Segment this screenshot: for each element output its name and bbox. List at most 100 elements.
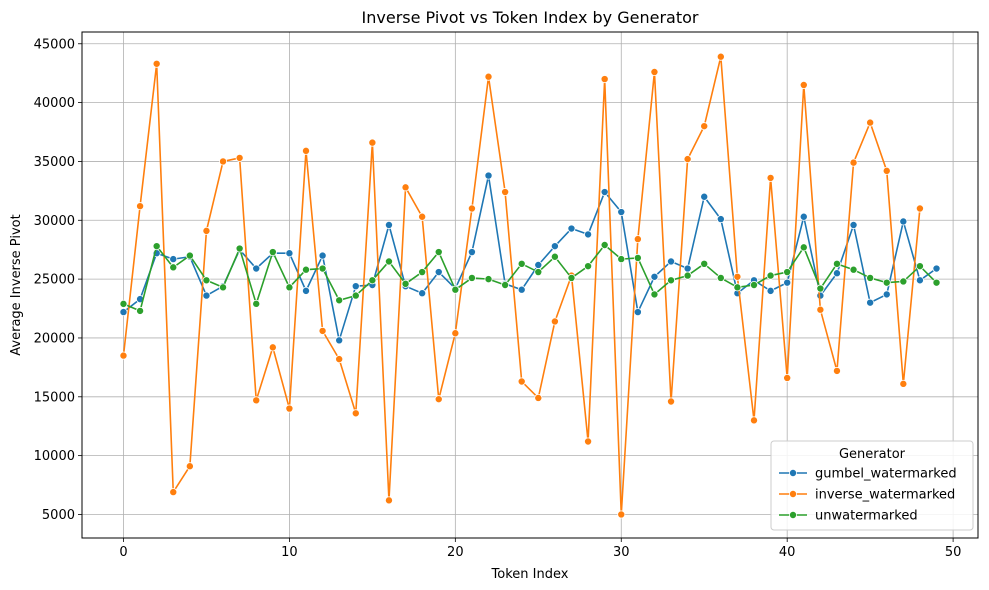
- data-point: [550, 252, 559, 261]
- legend-items: gumbel_watermarked inverse_watermarkedunw…: [779, 467, 957, 524]
- data-point: [401, 183, 410, 192]
- data-point: [301, 286, 310, 295]
- data-point: [832, 259, 841, 268]
- data-point: [766, 271, 775, 280]
- legend-marker: [789, 510, 798, 519]
- y-tick-label: 30000: [34, 214, 75, 229]
- y-tick-label: 25000: [34, 273, 75, 288]
- data-point: [733, 283, 742, 292]
- x-tick-label: 0: [119, 545, 127, 560]
- data-point: [434, 268, 443, 277]
- data-point: [667, 397, 676, 406]
- data-point: [534, 393, 543, 402]
- data-point: [866, 273, 875, 282]
- data-point: [716, 215, 725, 224]
- data-point: [285, 283, 294, 292]
- data-point: [633, 235, 642, 244]
- x-tick-label: 40: [779, 545, 796, 560]
- data-point: [600, 75, 609, 84]
- data-point: [882, 290, 891, 299]
- data-point: [899, 277, 908, 286]
- data-point: [866, 118, 875, 127]
- data-point: [285, 404, 294, 413]
- data-point: [335, 336, 344, 345]
- data-point: [849, 220, 858, 229]
- data-point: [384, 257, 393, 266]
- data-point: [915, 204, 924, 213]
- data-point: [534, 260, 543, 269]
- data-point: [119, 308, 128, 317]
- series-gumbel_watermarked: [119, 171, 941, 345]
- data-point: [517, 285, 526, 294]
- data-point: [882, 166, 891, 175]
- data-point: [783, 373, 792, 382]
- chart-title: Inverse Pivot vs Token Index by Generato…: [362, 8, 699, 27]
- data-point: [252, 396, 261, 405]
- data-point: [584, 437, 593, 446]
- data-point: [484, 171, 493, 180]
- x-tick-label: 10: [281, 545, 298, 560]
- data-point: [219, 157, 228, 166]
- data-point: [318, 326, 327, 335]
- data-point: [667, 276, 676, 285]
- data-point: [401, 279, 410, 288]
- data-point: [617, 255, 626, 264]
- data-point: [783, 278, 792, 287]
- data-point: [418, 268, 427, 277]
- y-tick-label: 10000: [34, 449, 75, 464]
- data-point: [799, 212, 808, 221]
- series-lines: [119, 52, 941, 519]
- data-point: [467, 204, 476, 213]
- data-point: [136, 202, 145, 211]
- y-tick-label: 35000: [34, 155, 75, 170]
- y-tick-label: 20000: [34, 331, 75, 346]
- data-point: [849, 265, 858, 274]
- data-point: [899, 379, 908, 388]
- data-point: [550, 242, 559, 251]
- data-point: [351, 282, 360, 291]
- data-point: [152, 59, 161, 68]
- data-point: [501, 188, 510, 197]
- data-point: [501, 280, 510, 289]
- data-point: [716, 273, 725, 282]
- data-point: [252, 299, 261, 308]
- data-point: [667, 257, 676, 266]
- data-point: [915, 276, 924, 285]
- data-point: [351, 409, 360, 418]
- data-point: [816, 291, 825, 300]
- x-tick-label: 30: [613, 545, 630, 560]
- data-point: [534, 268, 543, 277]
- legend-label: inverse_watermarked: [815, 488, 955, 503]
- data-point: [683, 155, 692, 164]
- legend-label: unwatermarked: [815, 509, 918, 524]
- data-point: [600, 240, 609, 249]
- y-axis-title: Average Inverse Pivot: [9, 214, 24, 355]
- y-tick-label: 40000: [34, 96, 75, 111]
- y-tick-label: 5000: [42, 508, 75, 523]
- data-point: [584, 230, 593, 239]
- data-point: [467, 273, 476, 282]
- axis-ticks: 0 10 20 30 40 50 5000 10000 15000 20000 25000 30000…: [34, 37, 962, 560]
- data-point: [550, 317, 559, 326]
- data-point: [169, 263, 178, 272]
- data-point: [849, 158, 858, 167]
- legend-item: gumbel_watermarked: [779, 467, 957, 482]
- data-point: [202, 276, 211, 285]
- data-point: [700, 192, 709, 201]
- series-line-gumbel_watermarked: [122, 174, 937, 342]
- data-point: [633, 253, 642, 262]
- data-point: [268, 248, 277, 257]
- data-point: [202, 291, 211, 300]
- data-point: [799, 80, 808, 89]
- data-point: [716, 52, 725, 61]
- data-point: [384, 496, 393, 505]
- data-point: [451, 329, 460, 338]
- data-point: [119, 351, 128, 360]
- data-point: [832, 366, 841, 375]
- data-point: [783, 268, 792, 277]
- legend-title: Generator: [839, 447, 906, 462]
- data-point: [152, 242, 161, 251]
- data-point: [484, 72, 493, 81]
- data-point: [633, 308, 642, 317]
- y-tick-label: 45000: [34, 37, 75, 52]
